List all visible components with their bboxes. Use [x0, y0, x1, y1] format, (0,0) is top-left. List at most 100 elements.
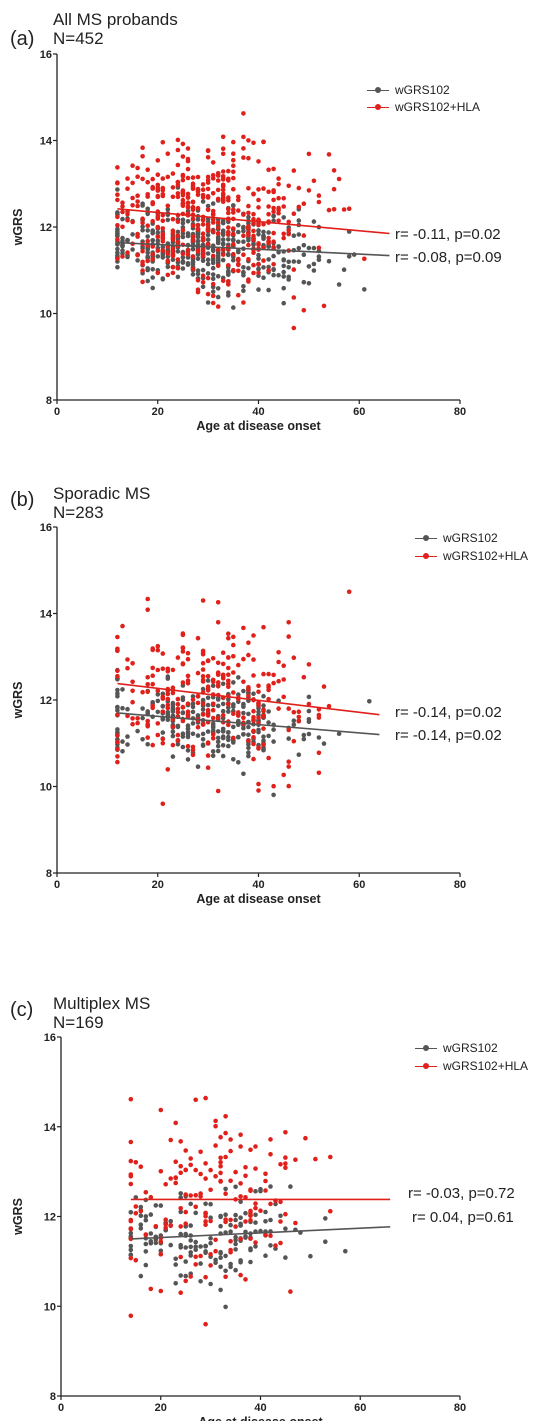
data-point	[231, 757, 236, 762]
data-point	[115, 187, 120, 192]
data-point	[231, 231, 236, 237]
data-point	[263, 1232, 268, 1238]
data-point	[135, 716, 140, 721]
x-tick-label: 40	[252, 879, 264, 891]
data-point	[226, 635, 231, 641]
data-point	[205, 148, 211, 153]
data-point	[266, 204, 271, 209]
data-point	[281, 196, 287, 201]
data-point	[241, 701, 246, 707]
data-point	[125, 665, 130, 671]
data-point	[246, 279, 251, 284]
data-point	[200, 280, 206, 285]
data-point	[256, 159, 261, 164]
data-point	[150, 218, 155, 224]
data-point	[145, 675, 150, 680]
data-point	[246, 724, 251, 730]
data-point	[308, 1253, 313, 1259]
data-point	[195, 174, 201, 180]
data-point	[241, 265, 246, 270]
data-point	[188, 1238, 193, 1243]
data-point	[336, 731, 342, 736]
data-point	[128, 1139, 134, 1145]
data-point	[220, 753, 226, 759]
data-point	[301, 242, 307, 248]
data-point	[326, 207, 332, 213]
data-point	[226, 684, 231, 690]
data-point	[128, 1210, 134, 1215]
data-point	[115, 733, 120, 738]
data-point	[115, 264, 120, 270]
data-point	[316, 193, 322, 198]
data-point	[208, 1263, 213, 1268]
data-point	[175, 265, 181, 271]
data-point	[128, 1096, 134, 1102]
data-point	[168, 1242, 173, 1248]
data-point	[185, 252, 191, 257]
data-point	[128, 1217, 134, 1223]
data-point	[271, 727, 276, 732]
data-point	[268, 1152, 273, 1157]
annotation-hla: r= -0.11, p=0.02	[395, 226, 501, 243]
data-point	[228, 1178, 233, 1184]
data-point	[296, 218, 302, 223]
data-point	[253, 1212, 258, 1218]
data-point	[183, 1221, 188, 1226]
data-point	[256, 242, 261, 247]
data-point	[130, 716, 135, 721]
data-point	[266, 230, 271, 235]
data-point	[241, 656, 246, 662]
data-point	[296, 752, 302, 757]
data-point	[120, 687, 125, 692]
data-point	[326, 258, 332, 264]
data-point	[140, 689, 145, 695]
data-point	[346, 589, 352, 595]
data-point	[251, 250, 256, 255]
data-point	[185, 656, 191, 662]
y-tick-label: 8	[46, 868, 52, 880]
data-point	[331, 186, 337, 192]
data-point	[266, 287, 271, 293]
data-point	[203, 1250, 208, 1256]
data-point	[256, 256, 261, 261]
data-point	[175, 742, 181, 747]
data-point	[163, 1217, 168, 1222]
data-point	[220, 169, 226, 174]
data-point	[205, 186, 211, 192]
data-point	[180, 154, 186, 159]
data-point	[215, 263, 221, 269]
data-point	[236, 760, 241, 765]
data-point	[128, 1313, 134, 1319]
data-point	[120, 209, 125, 215]
data-point	[195, 271, 201, 277]
data-point	[200, 697, 206, 703]
data-point	[130, 699, 135, 705]
data-point	[163, 1225, 168, 1231]
data-point	[215, 225, 221, 231]
data-point	[291, 168, 297, 173]
data-point	[195, 223, 201, 228]
data-point	[241, 715, 246, 720]
data-point	[218, 1160, 223, 1165]
data-point	[243, 1210, 248, 1216]
data-point	[271, 792, 276, 798]
data-point	[215, 286, 221, 291]
data-point	[140, 145, 145, 150]
data-point	[165, 712, 171, 717]
data-point	[271, 209, 276, 215]
data-point	[263, 1171, 268, 1177]
data-point	[233, 1247, 238, 1252]
data-point	[190, 223, 196, 229]
data-point	[175, 219, 181, 224]
data-point	[266, 244, 271, 249]
legend-item-wgrs102-hla: wGRS102+HLA	[367, 100, 480, 114]
data-point	[321, 741, 327, 746]
data-point	[165, 264, 171, 270]
data-point	[316, 254, 322, 259]
data-point	[125, 742, 130, 747]
y-tick-label: 16	[44, 1032, 56, 1044]
data-point	[273, 1243, 278, 1248]
data-point	[248, 1218, 253, 1223]
data-point	[140, 279, 145, 285]
x-tick-label: 40	[252, 406, 264, 418]
